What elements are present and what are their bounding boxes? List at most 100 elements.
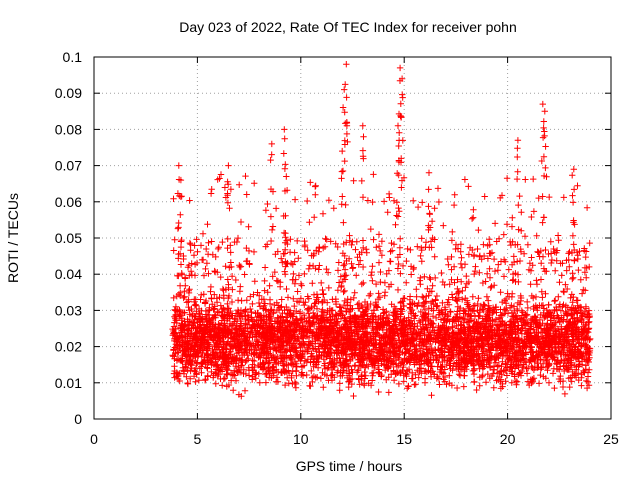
data-point xyxy=(351,362,358,370)
data-point xyxy=(575,358,583,365)
data-point xyxy=(397,298,405,306)
data-point xyxy=(197,315,204,322)
data-point xyxy=(363,361,370,368)
data-point xyxy=(464,299,471,306)
data-point xyxy=(485,358,492,366)
data-point xyxy=(448,237,456,244)
data-point xyxy=(284,294,292,301)
data-point xyxy=(548,259,555,267)
data-point xyxy=(310,309,317,317)
data-point xyxy=(426,328,434,336)
data-point xyxy=(415,374,422,381)
data-point xyxy=(437,328,444,335)
data-point xyxy=(354,254,361,261)
data-point xyxy=(524,304,531,312)
data-point xyxy=(507,364,515,371)
data-point xyxy=(475,337,482,344)
data-point xyxy=(195,324,203,332)
data-point xyxy=(281,354,289,361)
data-point xyxy=(341,272,348,279)
data-point xyxy=(170,247,177,254)
data-point xyxy=(182,337,189,344)
data-point xyxy=(219,238,226,246)
data-point xyxy=(223,341,230,348)
data-point xyxy=(319,369,326,376)
data-point xyxy=(354,301,361,308)
data-point xyxy=(568,249,576,257)
data-point xyxy=(251,351,258,358)
data-point xyxy=(503,175,511,182)
data-point xyxy=(395,362,402,369)
data-point xyxy=(351,321,359,328)
data-point xyxy=(227,348,234,355)
data-point xyxy=(304,306,311,313)
data-point xyxy=(532,293,540,301)
data-point xyxy=(469,323,477,331)
data-point xyxy=(201,377,209,384)
data-point xyxy=(427,357,434,364)
data-point xyxy=(291,280,299,287)
data-point xyxy=(490,384,497,391)
data-point xyxy=(262,243,269,250)
data-point xyxy=(455,318,462,325)
data-point xyxy=(538,288,545,295)
data-point xyxy=(291,380,299,388)
data-point xyxy=(285,369,293,377)
data-point xyxy=(372,331,379,338)
data-point xyxy=(358,249,365,256)
data-point xyxy=(318,279,325,287)
data-point xyxy=(171,337,178,345)
data-point xyxy=(529,315,537,323)
data-point xyxy=(213,369,220,376)
data-point xyxy=(291,196,299,203)
data-point xyxy=(321,365,329,373)
data-point xyxy=(490,318,498,325)
data-point xyxy=(524,241,532,248)
data-point xyxy=(216,329,223,336)
data-point xyxy=(509,214,516,221)
data-point xyxy=(582,253,589,261)
data-point xyxy=(242,332,249,339)
data-point xyxy=(426,244,433,251)
data-point xyxy=(375,290,382,297)
data-point xyxy=(283,338,290,345)
data-point xyxy=(513,378,521,385)
data-point xyxy=(551,384,558,392)
data-point xyxy=(487,346,494,353)
data-point xyxy=(528,379,535,387)
data-point xyxy=(325,377,332,384)
data-point xyxy=(555,293,562,300)
data-point xyxy=(282,335,289,342)
data-point xyxy=(188,331,196,338)
data-point xyxy=(493,377,500,384)
data-point xyxy=(211,291,218,298)
data-point xyxy=(342,317,349,324)
data-point xyxy=(435,198,443,206)
data-point xyxy=(261,287,268,294)
data-point xyxy=(461,316,469,323)
data-point xyxy=(433,302,440,309)
data-point xyxy=(416,368,423,376)
data-point xyxy=(287,236,294,243)
data-point xyxy=(375,259,383,266)
data-point xyxy=(488,283,495,290)
data-point xyxy=(480,241,487,248)
data-point xyxy=(233,367,240,375)
data-point xyxy=(316,262,323,269)
data-point xyxy=(451,279,458,286)
data-point xyxy=(260,350,267,357)
data-point xyxy=(230,320,237,327)
data-point xyxy=(312,191,319,198)
data-point xyxy=(486,265,493,272)
data-point xyxy=(485,359,493,367)
data-point xyxy=(278,296,285,303)
data-point xyxy=(560,342,567,349)
data-point xyxy=(348,260,355,267)
data-point xyxy=(498,371,505,378)
data-point xyxy=(465,183,472,190)
data-point xyxy=(499,380,506,388)
data-point xyxy=(345,383,352,391)
data-point xyxy=(417,347,424,354)
data-point xyxy=(458,278,465,285)
